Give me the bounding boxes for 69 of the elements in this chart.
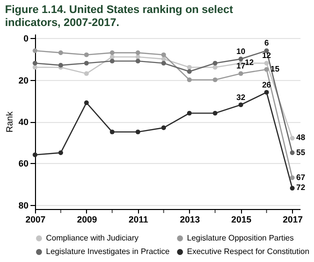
point	[290, 150, 295, 156]
point	[110, 54, 115, 60]
point	[110, 50, 115, 56]
point	[161, 125, 166, 130]
point	[58, 150, 64, 156]
y-tick-label: 40	[18, 117, 28, 127]
point	[110, 58, 115, 64]
data-label: 10	[236, 47, 246, 56]
y-tick-label: 60	[18, 158, 28, 169]
point	[110, 130, 115, 134]
point	[187, 69, 192, 74]
point	[238, 56, 244, 62]
data-label: 17	[236, 62, 246, 71]
point	[84, 52, 89, 58]
point	[290, 175, 295, 180]
x-tick-label: 2007	[25, 214, 46, 224]
point	[58, 62, 64, 68]
point	[58, 50, 64, 56]
data-label: 26	[262, 80, 272, 90]
point	[84, 60, 89, 66]
point	[136, 50, 140, 56]
point	[161, 52, 166, 58]
point	[136, 58, 140, 64]
point	[187, 77, 192, 82]
point	[161, 60, 166, 66]
point	[187, 64, 192, 70]
data-label: 55	[296, 148, 306, 157]
y-tick-label: 80	[18, 200, 28, 210]
point	[136, 130, 140, 134]
point	[290, 186, 295, 191]
point	[212, 110, 218, 116]
point	[84, 71, 89, 76]
point	[32, 64, 38, 70]
point	[238, 102, 244, 108]
legend-label: Compliance with Judiciary	[46, 233, 138, 242]
y-axis-title: Rank	[4, 111, 14, 133]
point	[32, 48, 38, 54]
data-label: 6	[264, 38, 270, 48]
point	[212, 60, 218, 66]
data-label: 32	[236, 92, 246, 102]
point	[212, 64, 218, 70]
point	[264, 60, 269, 66]
x-tick-label: 2011	[128, 214, 148, 224]
y-tick-label: 20	[18, 75, 28, 86]
point	[264, 90, 269, 95]
legend-label: Executive Respect for Constitution	[187, 247, 310, 256]
point	[32, 152, 38, 158]
point	[136, 54, 140, 60]
point	[290, 136, 295, 141]
data-label: 48	[296, 133, 306, 142]
chart-title: Figure 1.14. United States ranking on select indicators, 2007-2017.	[4, 4, 234, 29]
point	[212, 77, 218, 82]
legend-label: Legislature Investigates in Practice	[46, 247, 170, 256]
x-tick-label: 2017	[282, 214, 303, 224]
x-tick-label: 2013	[180, 214, 200, 224]
legend-label: Legislature Opposition Parties	[187, 233, 294, 242]
data-label: 72	[296, 183, 306, 192]
point	[161, 56, 166, 62]
data-label: 12	[244, 58, 254, 68]
data-label: 67	[296, 172, 306, 182]
x-tick-label: 2015	[231, 214, 252, 224]
point	[187, 110, 192, 116]
point	[238, 71, 244, 76]
point	[264, 67, 269, 72]
point	[32, 60, 38, 66]
point	[84, 100, 89, 106]
x-tick-label: 2009	[76, 214, 97, 224]
y-tick-label: 0	[23, 34, 28, 44]
data-label: 15	[270, 64, 280, 74]
